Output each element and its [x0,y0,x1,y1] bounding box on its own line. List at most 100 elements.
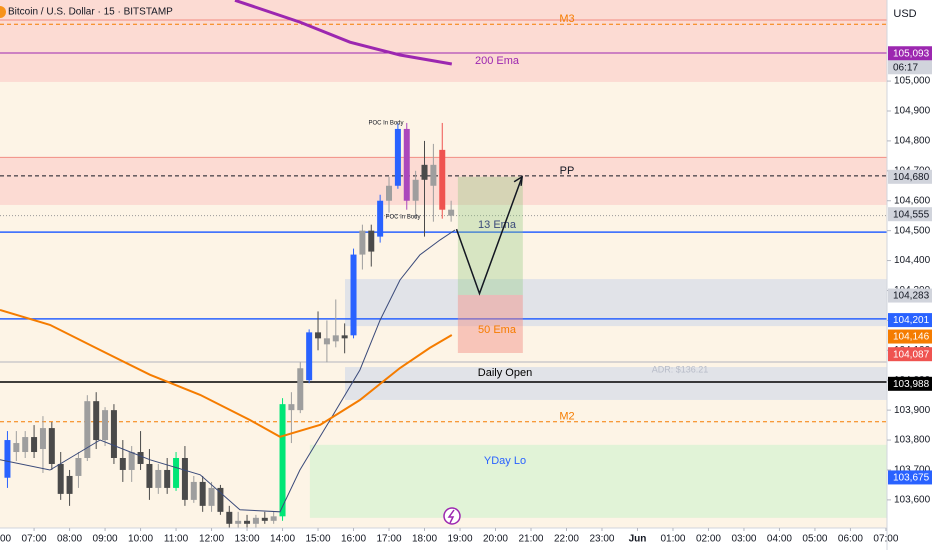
candle-body [341,335,348,339]
candle-body [226,511,233,524]
level-label: Daily Open [478,367,532,379]
x-tick-label: 12:00 [199,534,224,545]
plot: YDay Lo M3 PP Daily Open M2 200 Ema 13 Ema 50 E… [0,0,887,528]
x-tick-label: 23:00 [589,534,614,545]
candle-body [252,517,259,524]
y-tick-label: 103,700 [894,465,931,476]
x-tick-label: 04:00 [767,534,792,545]
y-tick-label: 104,600 [894,195,931,206]
candle-body [199,481,206,506]
zone [345,367,887,400]
candle-body [128,452,135,470]
candle-body [359,230,366,255]
price-label-bg [888,207,932,222]
y-tick-label: 103,800 [894,435,931,446]
x-tick-label: 01:00 [660,534,685,545]
x-tick-label: 15:00 [306,534,331,545]
x-tick-label: 14:00 [270,534,295,545]
position-target [457,176,523,295]
candle-body [93,401,100,441]
candle-body [22,437,29,453]
axes: 103,600103,700103,800103,900104,000104,1… [0,46,932,545]
x-tick-label: 19:00 [447,534,472,545]
candle-body [323,338,330,345]
x-tick-label: 09:00 [93,534,118,545]
candle-body [235,520,242,524]
price-label: 104,087 [893,349,930,360]
candle-body [288,404,295,411]
candle-body [164,469,171,488]
time-axis [0,528,887,550]
y-tick-label: 104,400 [894,255,931,266]
candle-body [297,368,304,411]
candle-body [119,457,126,470]
price-label: 104,555 [893,209,930,220]
price-axis [887,0,932,550]
y-tick-label: 105,000 [894,76,931,87]
ema-line [0,308,453,438]
candle-body [394,128,401,186]
candle-body [244,520,251,524]
candle-body [386,185,393,201]
candle-body [412,179,419,201]
price-label-bg [888,376,932,391]
candle-body [315,332,322,339]
candle-body [4,440,11,478]
candle-body [84,401,91,458]
x-tick-label: Jun [629,534,647,545]
candle-body [368,230,375,252]
candle-body [421,164,428,180]
price-label-bg [888,329,932,344]
candle-body [75,457,82,476]
x-tick-label: 21:00 [518,534,543,545]
candle-body [181,457,188,500]
y-tick-label: 104,800 [894,136,931,147]
price-label: 103,988 [893,379,930,390]
candle-body [306,332,313,381]
x-tick-label: 08:00 [57,534,82,545]
y-tick-label: 103,900 [894,405,931,416]
price-label: 104,283 [893,291,930,302]
x-tick-label: 22:00 [554,534,579,545]
price-label-bg [888,470,932,485]
x-tick-label: 07:00 [873,534,898,545]
ema-label: 200 Ema [475,55,520,67]
btc-icon [0,6,6,18]
candle-body [102,410,109,441]
ema-line [0,229,456,513]
zone [0,0,887,82]
x-tick-label: 03:00 [731,534,756,545]
candle-body [279,404,286,517]
price-label-bg [888,46,932,61]
candle-body [137,452,144,464]
ema-label: 13 Ema [478,219,517,231]
candle-body [270,516,277,521]
price-label-bg [888,169,932,184]
candle-body [332,335,339,342]
x-tick-label: 06:00 [838,534,863,545]
candle-body [190,481,197,500]
event-icon-bolt [447,509,455,524]
price-label-bg [888,347,932,362]
arrow-head [513,175,524,186]
annotation: POC In Body [385,215,420,221]
ema-label: 50 Ema [478,324,517,336]
position-stop [457,294,523,353]
countdown: 06:17 [893,62,918,73]
projection-arrow [455,176,523,296]
price-label: 104,680 [893,172,930,183]
x-tick-label: 07:00 [22,534,47,545]
x-tick-label: 11:00 [164,534,189,545]
x-tick-label: 10:00 [128,534,153,545]
candle-body [155,469,162,488]
zone-label: YDay Lo [484,455,526,467]
event-icon[interactable] [443,507,461,525]
x-tick-label: 06:00 [0,534,12,545]
x-tick-label: 20:00 [483,534,508,545]
price-label: 104,201 [893,315,930,326]
level-label: M3 [559,13,574,25]
price-label: 104,146 [893,332,930,343]
y-tick-label: 104,500 [894,225,931,236]
candle-body [430,164,437,186]
